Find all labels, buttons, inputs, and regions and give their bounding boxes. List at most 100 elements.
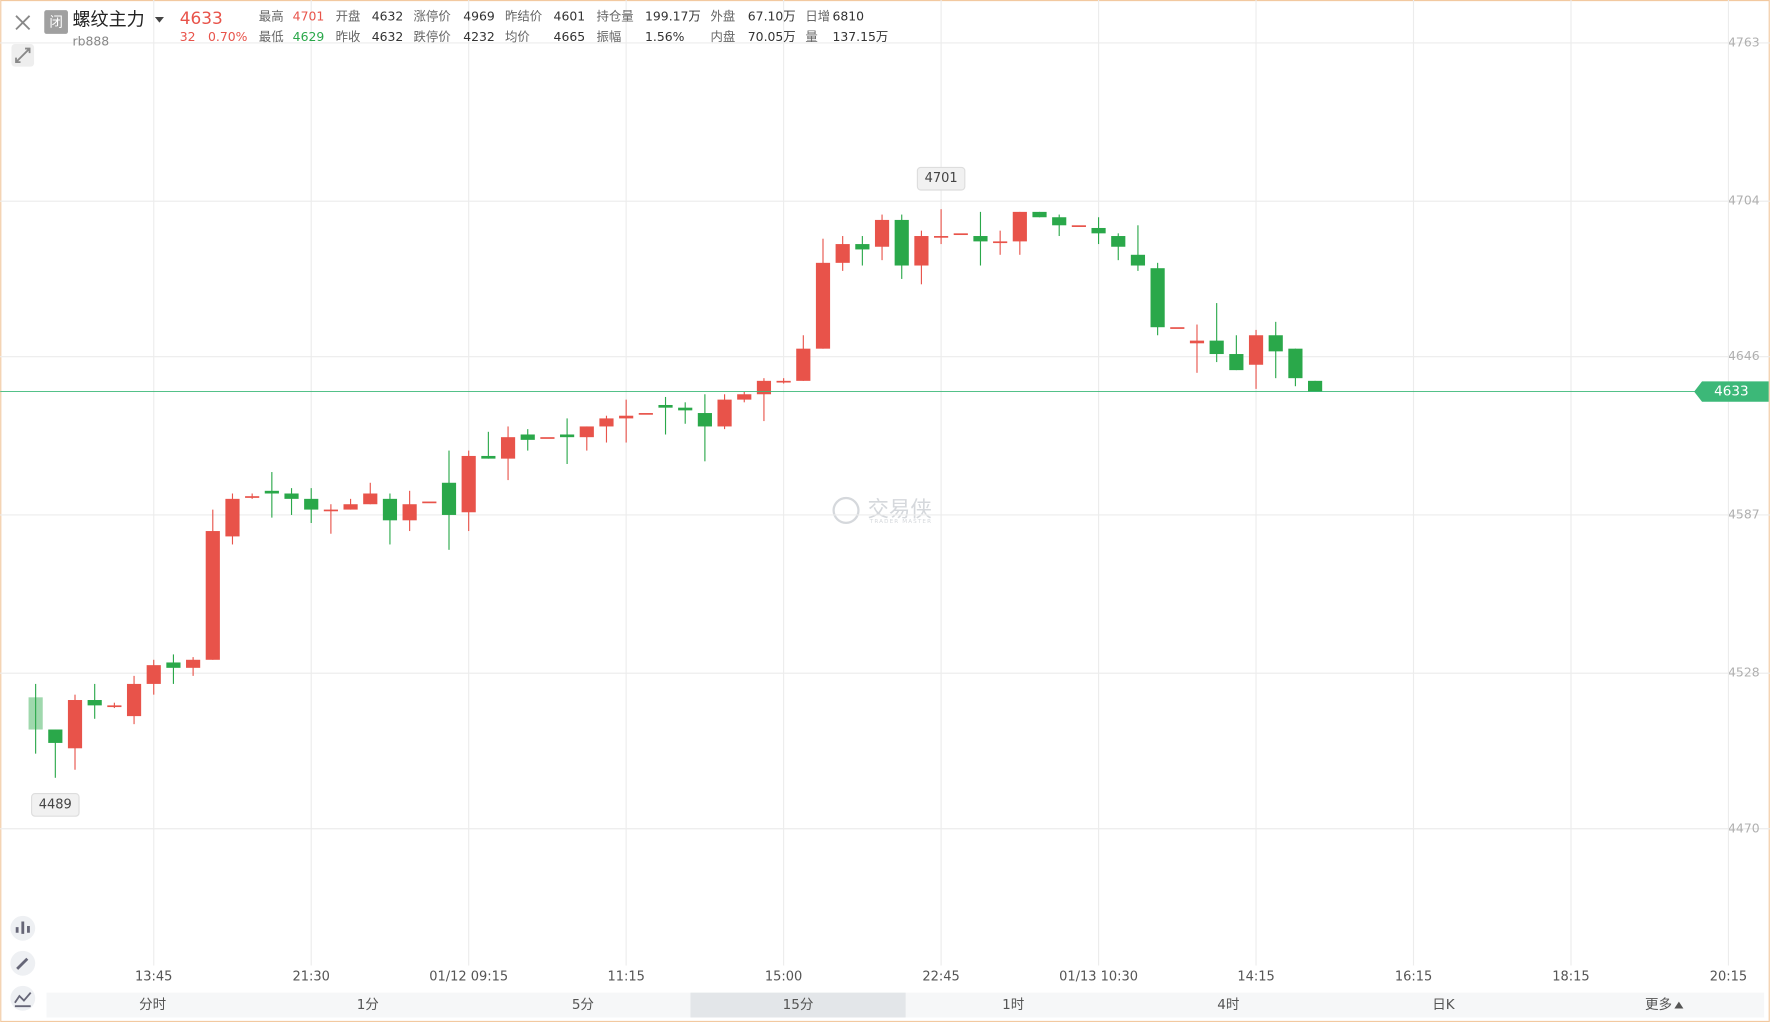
stat-label: 内盘	[711, 29, 736, 44]
candle-body	[993, 241, 1008, 244]
y-tick-label: 4587	[1728, 506, 1760, 521]
x-tick-label: 11:15	[607, 969, 644, 984]
stat-value: 4632	[372, 8, 404, 23]
candle-body	[599, 418, 614, 427]
side-tools	[10, 15, 36, 1011]
candle-body	[343, 504, 358, 510]
candle-body	[855, 244, 870, 250]
candle-body	[402, 504, 417, 521]
candle-body	[264, 490, 279, 494]
candle-body	[1268, 335, 1283, 352]
candle-body	[1288, 348, 1303, 379]
candle-body	[815, 262, 831, 349]
close-icon[interactable]	[15, 15, 31, 31]
title[interactable]: 螺纹主力	[72, 9, 144, 30]
candle-body	[1052, 217, 1067, 226]
change-pct: 0.70%	[208, 29, 248, 44]
x-tick-label: 01/12 09:15	[429, 969, 508, 984]
stat-value: 4969	[463, 8, 495, 23]
candle-body	[914, 236, 929, 266]
stat-value: 199.17万	[645, 8, 701, 23]
candle-body	[697, 413, 712, 427]
y-tick-label: 4763	[1728, 34, 1760, 49]
stat-value: 4632	[372, 29, 404, 44]
stat-label: 跌停价	[414, 29, 452, 44]
candle-body	[894, 219, 909, 266]
header: 闭 螺纹主力 rb888 4633 32 0.70% 最高 4701 最低 4629 开…	[44, 8, 888, 48]
candle-body	[323, 509, 338, 512]
watermark-sub: TRADER MASTER	[869, 519, 932, 525]
shrink-icon	[15, 47, 31, 64]
candle-body	[126, 683, 142, 717]
tab[interactable]: 4时	[1217, 997, 1240, 1013]
last-price-tag	[1694, 381, 1769, 402]
candle-body	[363, 493, 378, 505]
candle-body	[1248, 335, 1264, 365]
candle-body	[382, 498, 398, 521]
max-label-box	[916, 166, 966, 191]
tab[interactable]: 5分	[572, 997, 595, 1013]
candle-body	[186, 659, 201, 668]
stat-value: 6810	[832, 8, 864, 23]
y-tick-label: 4470	[1728, 820, 1760, 835]
candle-body	[796, 348, 811, 381]
stat-label: 振幅	[596, 29, 621, 44]
min-label-box	[31, 793, 80, 817]
candle-body	[225, 498, 240, 537]
tab-bar: 分时 1分 5分 15分 1时 4时 日K 更多	[46, 992, 1765, 1018]
stat-value: 1.56%	[645, 29, 685, 44]
candle-body	[500, 437, 516, 459]
candle-body	[1032, 211, 1047, 218]
candle-body	[28, 697, 43, 730]
candle-body	[1071, 225, 1086, 227]
candle-body	[245, 496, 260, 498]
candle-body	[284, 493, 299, 499]
tab[interactable]: 1时	[1002, 997, 1025, 1013]
candle-body	[1229, 354, 1244, 371]
candle-body	[1209, 340, 1224, 355]
stat-label: 最低	[259, 29, 284, 44]
stat-label: 日增	[805, 8, 830, 23]
candle-body	[835, 244, 850, 263]
candle-body	[461, 455, 476, 513]
candle-body	[756, 380, 772, 395]
stat-label: 外盘	[711, 8, 736, 23]
candle-body	[973, 236, 988, 242]
tab-selected-bg	[690, 992, 906, 1018]
candle-body	[776, 380, 791, 383]
x-tick-label: 15:00	[765, 969, 802, 984]
x-tick-label: 20:15	[1710, 969, 1747, 984]
stat-value: 4601	[554, 8, 586, 23]
tab[interactable]: 更多	[1645, 996, 1672, 1013]
dropdown-caret[interactable]	[154, 16, 164, 23]
stat-value: 137.15万	[832, 29, 888, 44]
stat-label: 量	[805, 29, 817, 44]
tab[interactable]: 1分	[357, 997, 380, 1013]
candle-body	[934, 236, 949, 238]
x-tick-label: 22:45	[922, 969, 959, 984]
candle-body	[48, 729, 63, 743]
price: 4633	[180, 8, 223, 28]
tab[interactable]: 分时	[139, 997, 167, 1013]
candle-body	[1150, 268, 1165, 328]
tab[interactable]: 日K	[1432, 997, 1456, 1013]
stat-value: 4665	[554, 29, 586, 44]
code: rb888	[72, 33, 109, 48]
change: 32	[180, 29, 196, 44]
candle-body	[1111, 236, 1126, 247]
tab[interactable]: 15分	[783, 997, 814, 1013]
stat-label: 涨停价	[414, 8, 452, 23]
candle-body	[1170, 327, 1185, 329]
candle-body	[481, 455, 496, 459]
badge-box	[44, 10, 68, 34]
y-tick-label: 4704	[1728, 193, 1760, 208]
candle-body	[737, 394, 752, 400]
candle-body	[166, 662, 181, 668]
candle-body	[146, 665, 161, 684]
candle-body	[579, 426, 594, 438]
candle-body	[658, 404, 673, 408]
